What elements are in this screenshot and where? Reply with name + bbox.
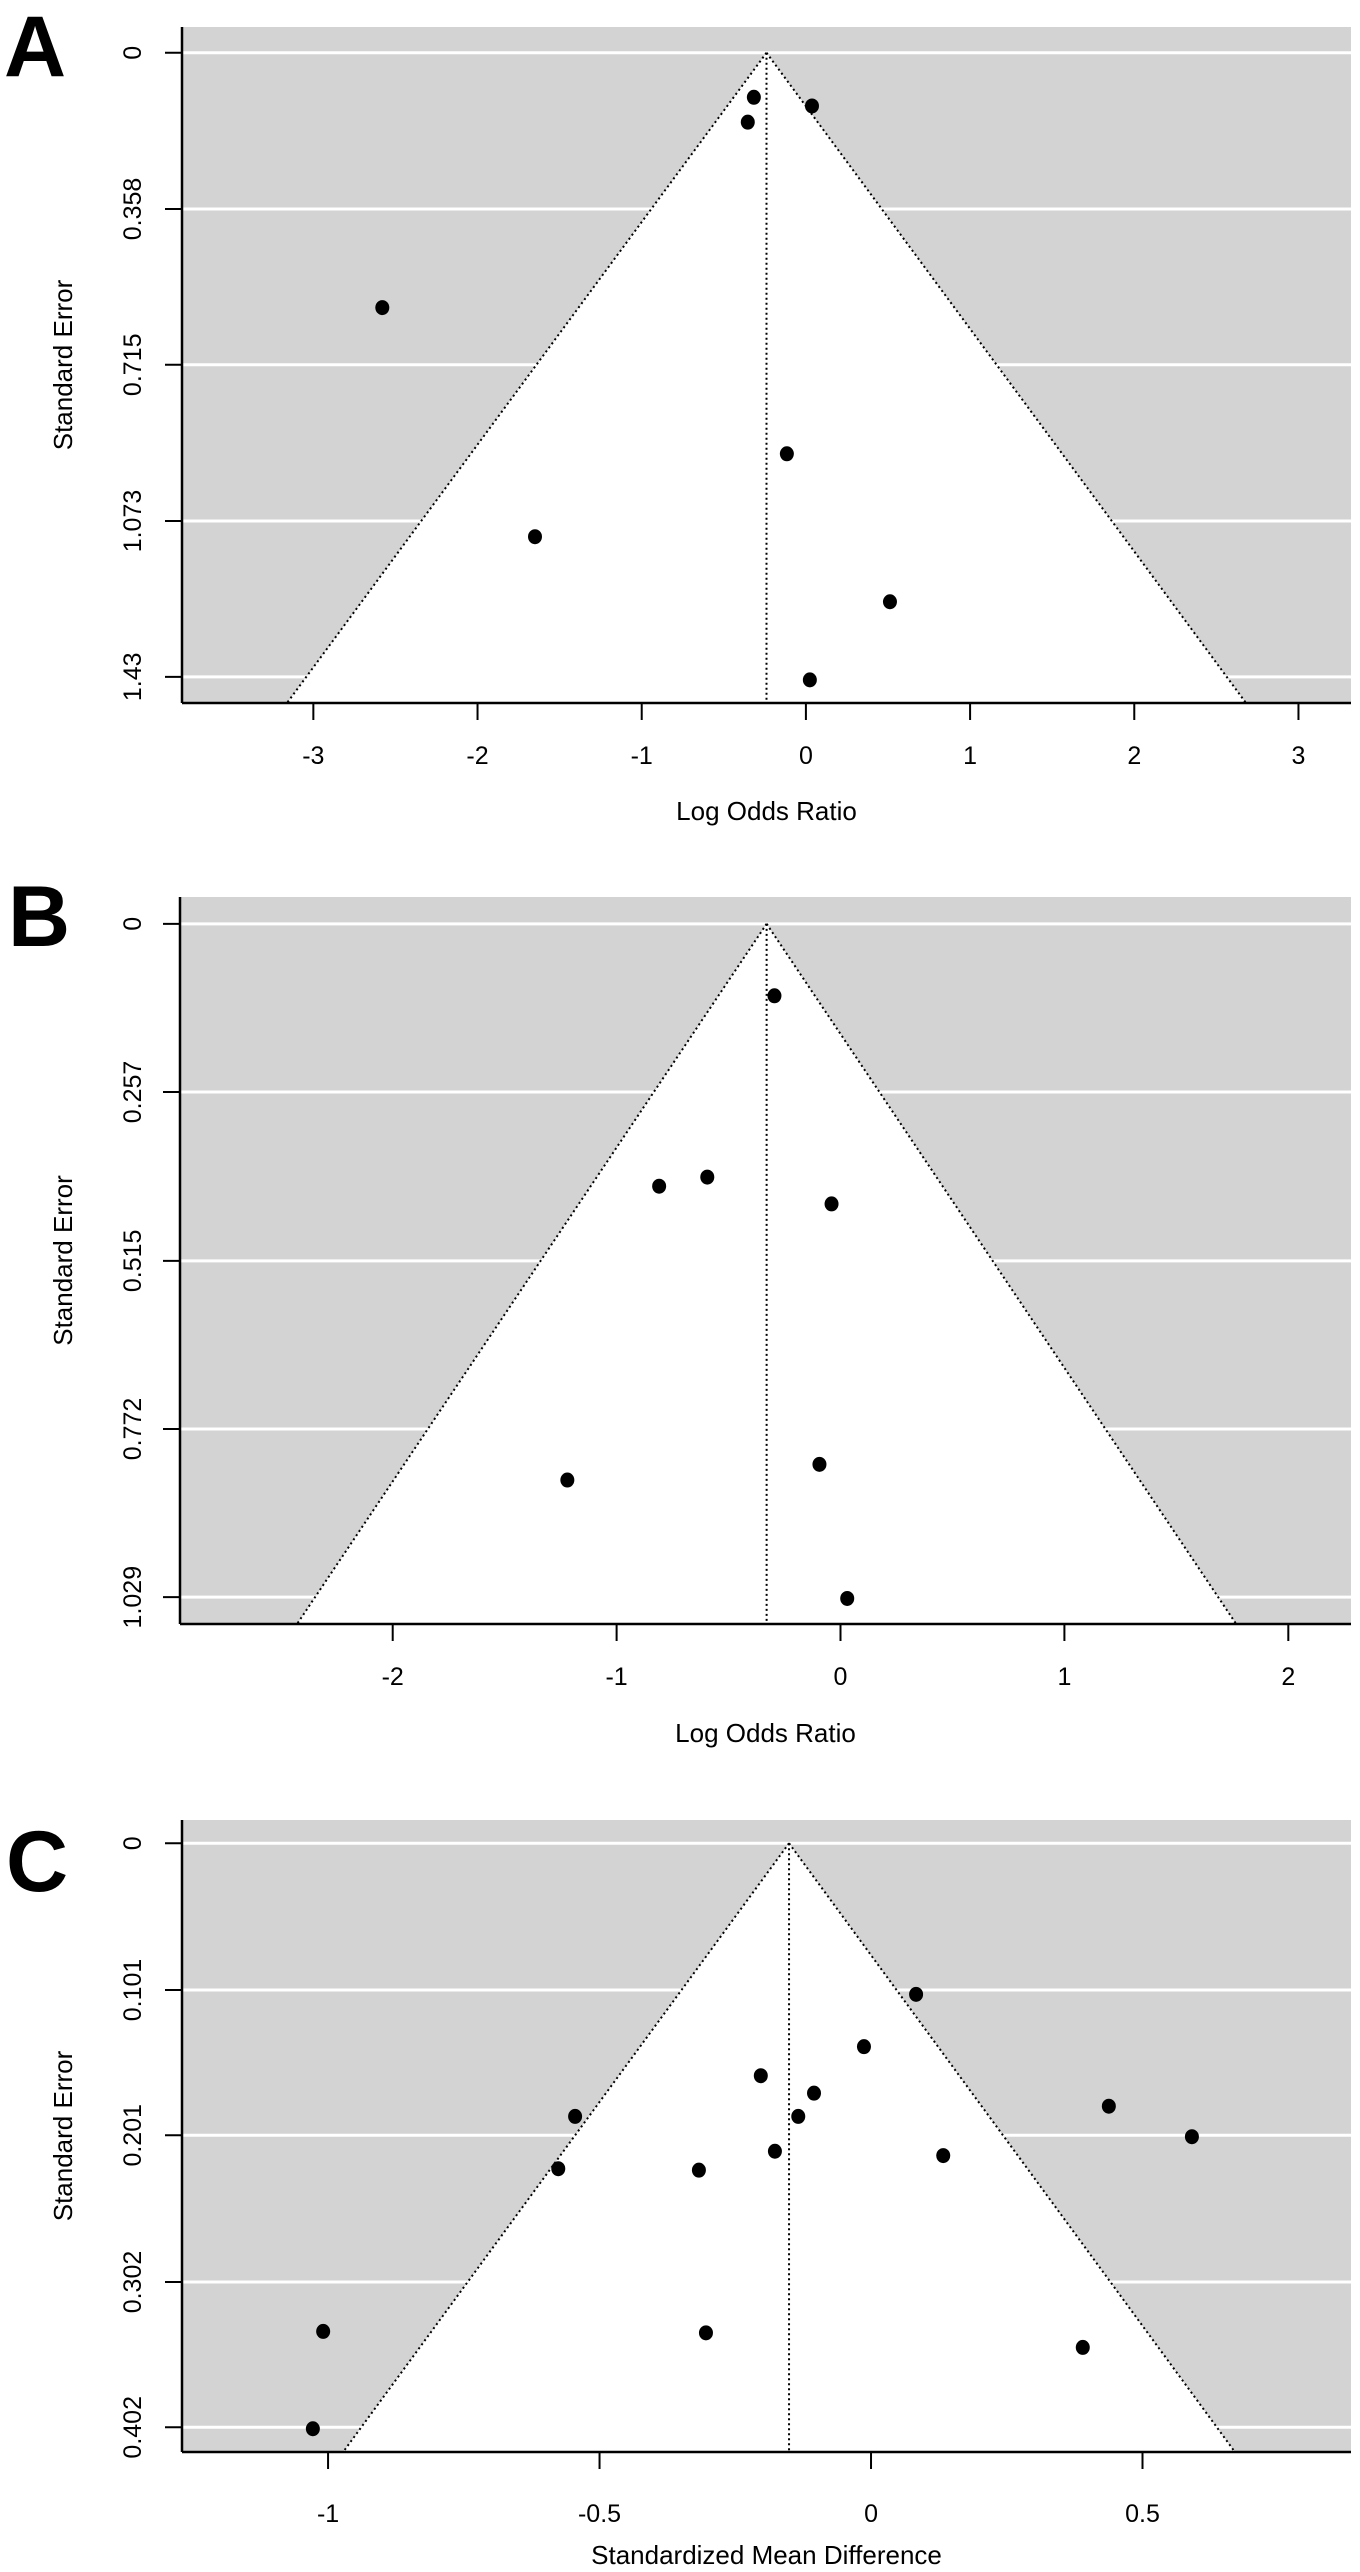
x-tick-label: -1 [631, 742, 653, 770]
x-tick-label: 0.5 [1125, 2500, 1160, 2528]
x-tick-label: 0 [864, 2500, 878, 2528]
x-tick-label: 0 [799, 742, 813, 770]
y-tick-label: 0.358 [119, 178, 147, 241]
x-tick-label: 0 [834, 1663, 848, 1691]
x-tick-label: -2 [466, 742, 488, 770]
x-tick-label: 3 [1292, 742, 1306, 770]
y-tick-label: 1.029 [119, 1566, 147, 1629]
x-tick-label: 2 [1281, 1663, 1295, 1691]
x-tick-label: 1 [963, 742, 977, 770]
data-point [652, 1178, 667, 1194]
x-tick-label: 2 [1127, 742, 1141, 770]
data-point [807, 2085, 822, 2101]
funnel-right-limit [788, 1842, 1236, 2452]
x-tick-label: -0.5 [578, 2500, 621, 2528]
y-axis-title: Standard Error [48, 2050, 78, 2221]
data-point [882, 594, 897, 610]
data-point [560, 1472, 575, 1488]
y-tick-label: 0.101 [119, 1959, 147, 2022]
y-tick-label: 0 [119, 46, 147, 60]
panel-a: -3 -2 -1 0 1 2 3 0 0.358 0.715 1.073 1.43 Log Odds R… [4, 0, 1351, 826]
x-tick-label: -1 [317, 2500, 339, 2528]
plot-area: -3 -2 -1 0 1 2 3 0 0.358 0.715 1.073 1.43 Log Odds R… [48, 27, 1351, 826]
panel-c: -1 -0.5 0 0.5 0 0.101 0.201 0.302 0.402 Standardi… [6, 1814, 1351, 2570]
funnel-region [286, 52, 1247, 703]
data-point [568, 2108, 583, 2124]
data-point [779, 446, 794, 462]
y-tick-label: 0.302 [119, 2251, 147, 2314]
panel-b: -2 -1 0 1 2 0 0.257 0.515 0.772 1.029 Log Odds Rat… [8, 869, 1351, 1748]
funnel-region [342, 1842, 1236, 2452]
panel-letter-b: B [8, 869, 70, 965]
y-tick-label: 0.715 [119, 334, 147, 397]
data-point [1184, 2129, 1199, 2145]
y-axis-title: Standard Error [48, 1175, 78, 1346]
data-point [551, 2161, 566, 2177]
y-tick-label: 1.073 [119, 490, 147, 553]
data-point [700, 1169, 715, 1185]
data-point [856, 2039, 871, 2055]
data-point [691, 2162, 706, 2178]
data-point [767, 988, 782, 1004]
funnel-left-limit [296, 923, 768, 1624]
y-tick-label: 0.201 [119, 2104, 147, 2167]
data-point [936, 2148, 951, 2164]
x-axis-title: Log Odds Ratio [675, 1718, 856, 1748]
y-tick-label: 1.43 [119, 652, 147, 701]
data-point [753, 2068, 768, 2084]
data-point [824, 1196, 839, 1212]
y-tick-label: 0 [119, 1836, 147, 1850]
plot-area: -2 -1 0 1 2 0 0.257 0.515 0.772 1.029 Log Odds Rat… [48, 897, 1351, 1748]
data-point [527, 529, 542, 545]
x-tick-label: -2 [382, 1663, 404, 1691]
x-tick-label: -3 [302, 742, 324, 770]
y-tick-label: 0.515 [119, 1230, 147, 1293]
y-tick-label: 0.257 [119, 1061, 147, 1124]
data-point [767, 2143, 782, 2159]
y-tick-label: 0.402 [119, 2396, 147, 2459]
data-point [1101, 2098, 1116, 2114]
data-point [698, 2325, 713, 2341]
x-axis-title: Log Odds Ratio [676, 796, 857, 826]
plot-area: -1 -0.5 0 0.5 0 0.101 0.201 0.302 0.402 Standardi… [48, 1820, 1351, 2570]
data-point [802, 672, 817, 688]
data-point [1075, 2339, 1090, 2355]
x-tick-label: 1 [1057, 1663, 1071, 1691]
data-point [840, 1590, 855, 1606]
y-tick-label: 0 [119, 917, 147, 931]
data-point [812, 1456, 827, 1472]
funnel-region [296, 923, 1238, 1624]
funnel-left-limit [342, 1842, 790, 2452]
data-point [375, 300, 390, 316]
x-axis-title: Standardized Mean Difference [591, 2540, 942, 2570]
x-tick-label: -1 [605, 1663, 627, 1691]
data-point [804, 98, 819, 114]
data-point [909, 1986, 924, 2002]
data-point [316, 2323, 331, 2339]
data-point [746, 89, 761, 105]
panel-letter-a: A [4, 0, 66, 95]
funnel-triangle [343, 1843, 1235, 2452]
y-axis-title: Standard Error [48, 279, 78, 450]
y-tick-label: 0.772 [119, 1398, 147, 1461]
data-point [305, 2421, 320, 2437]
data-point [791, 2108, 806, 2124]
data-point [740, 114, 755, 130]
funnel-right-limit [765, 923, 1238, 1624]
panel-letter-c: C [6, 1814, 68, 1910]
